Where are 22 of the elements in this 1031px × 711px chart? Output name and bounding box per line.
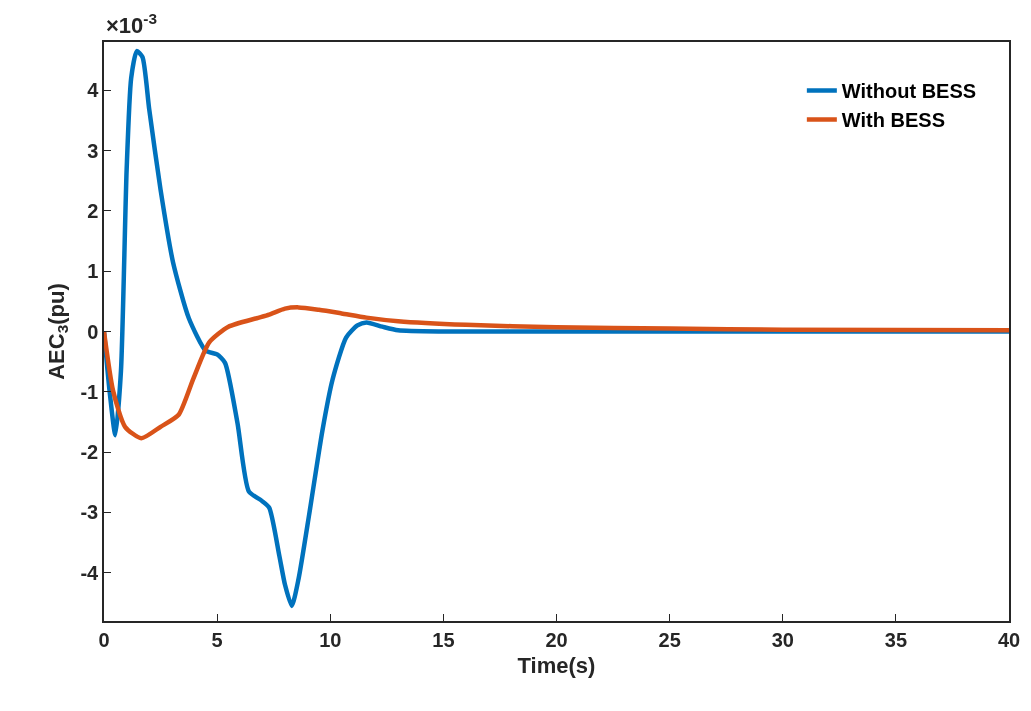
y-tick-label: -2 xyxy=(80,441,99,464)
y-tick-label: -1 xyxy=(80,380,99,403)
x-tick-label: 25 xyxy=(658,628,681,651)
y-tick-label: -4 xyxy=(80,561,100,584)
y-tick-label: 1 xyxy=(87,260,99,283)
x-tick-label: 20 xyxy=(545,628,568,651)
y-tick-label: 0 xyxy=(87,320,99,343)
x-axis-title: Time(s) xyxy=(517,653,596,679)
x-tick-label: 10 xyxy=(319,628,342,651)
legend-label: With BESS xyxy=(841,109,946,132)
legend-label: Without BESS xyxy=(841,80,977,103)
x-tick-label: 40 xyxy=(997,628,1021,651)
x-tick-label: 35 xyxy=(884,628,908,651)
y-tick-label: 4 xyxy=(87,79,100,102)
y-tick-label: 2 xyxy=(87,199,99,222)
x-tick-label: 15 xyxy=(432,628,455,651)
y-tick-label: -3 xyxy=(80,501,99,524)
x-tick-label: 5 xyxy=(211,628,223,651)
line-series xyxy=(104,305,1009,441)
text: ×10$^{-3}$ xyxy=(106,10,158,39)
y-tick-label: 3 xyxy=(87,139,99,162)
x-tick-label: 30 xyxy=(771,628,794,651)
